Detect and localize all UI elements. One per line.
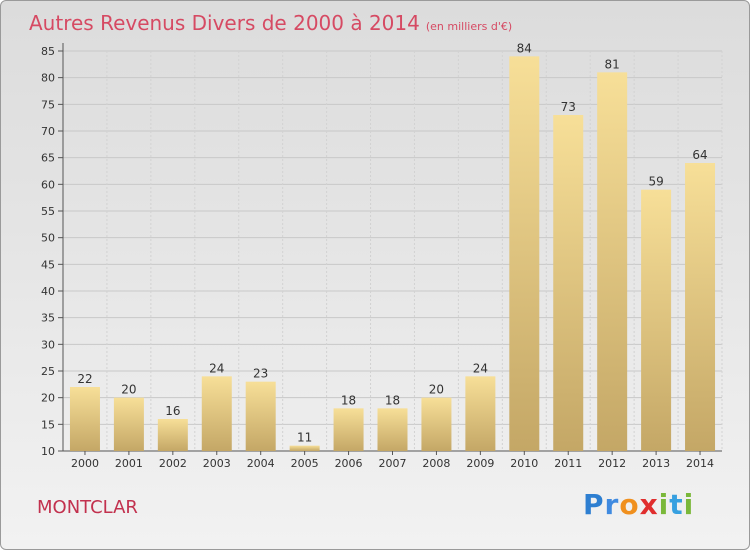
value-label-2004: 23 [253, 367, 268, 381]
bar-2006 [333, 408, 364, 451]
bar-2003 [201, 376, 232, 451]
x-tick-label-2006: 2006 [335, 457, 363, 470]
chart-title: Autres Revenus Divers de 2000 à 2014 (en … [29, 11, 512, 35]
y-tick-label: 15 [41, 418, 55, 431]
labels: 22 2000 20 2001 16 2002 24 2003 23 2004 11 2005 18 20… [71, 41, 714, 470]
x-tick-label-2008: 2008 [422, 457, 450, 470]
bar-2013 [641, 189, 672, 451]
bar-2004 [245, 381, 276, 451]
value-label-2003: 24 [209, 361, 224, 375]
x-tick-label-2011: 2011 [554, 457, 582, 470]
title-text: Autres Revenus Divers de 2000 à 2014 [29, 11, 420, 35]
value-label-2005: 11 [297, 431, 312, 445]
value-label-2011: 73 [561, 100, 576, 114]
value-label-2006: 18 [341, 393, 356, 407]
bar-2007 [377, 408, 408, 451]
logo-letter: x [639, 488, 659, 521]
x-tick-label-2004: 2004 [247, 457, 275, 470]
proxiti-logo: Proxiti [583, 488, 694, 521]
value-label-2001: 20 [121, 383, 136, 397]
bar-2002 [157, 419, 188, 451]
bar-2005 [289, 445, 320, 451]
logo-letter: i [658, 488, 670, 521]
y-tick-label: 40 [41, 285, 55, 298]
value-label-2010: 84 [517, 41, 532, 55]
bar-2011 [553, 115, 584, 451]
y-tick-label: 65 [41, 152, 55, 165]
value-label-2002: 16 [165, 404, 180, 418]
bar-2010 [509, 56, 540, 451]
y-tick-label: 60 [41, 178, 55, 191]
bar-2009 [465, 376, 496, 451]
x-tick-label-2000: 2000 [71, 457, 99, 470]
value-label-2013: 59 [648, 175, 663, 189]
y-tick-label: 25 [41, 365, 55, 378]
bar-2012 [597, 72, 628, 451]
bar-2014 [685, 163, 716, 451]
y-tick-label: 70 [41, 125, 55, 138]
logo-letter: t [669, 488, 684, 521]
value-label-2000: 22 [77, 372, 92, 386]
x-tick-label-2002: 2002 [159, 457, 187, 470]
y-tick-label: 45 [41, 258, 55, 271]
y-tick-label: 50 [41, 232, 55, 245]
x-tick-label-2007: 2007 [379, 457, 407, 470]
y-tick-label: 85 [41, 45, 55, 58]
x-tick-label-2010: 2010 [510, 457, 538, 470]
logo-letter: i [683, 488, 695, 521]
chart-subtitle: (en milliers d'€) [425, 20, 513, 33]
bar-2000 [69, 387, 100, 451]
axes: 10 15 20 25 30 35 40 45 50 55 60 65 70 75 80 85 [41, 43, 722, 458]
y-tick-label: 20 [41, 392, 55, 405]
logo-letter: r [604, 488, 620, 521]
x-tick-label-2009: 2009 [466, 457, 494, 470]
y-tick-label: 55 [41, 205, 55, 218]
logo-letter: P [583, 488, 605, 521]
logo-letter: o [619, 488, 640, 521]
value-label-2009: 24 [473, 361, 488, 375]
x-tick-label-2012: 2012 [598, 457, 626, 470]
value-label-2008: 20 [429, 383, 444, 397]
bar-2001 [113, 397, 144, 451]
value-label-2014: 64 [692, 148, 707, 162]
x-tick-label-2001: 2001 [115, 457, 143, 470]
value-label-2012: 81 [605, 57, 620, 71]
y-tick-label: 75 [41, 98, 55, 111]
value-label-2007: 18 [385, 393, 400, 407]
y-tick-label: 30 [41, 338, 55, 351]
bar-2008 [421, 397, 452, 451]
y-tick-label: 35 [41, 312, 55, 325]
x-tick-label-2014: 2014 [686, 457, 714, 470]
city-name: MONTCLAR [37, 497, 138, 518]
y-tick-label: 80 [41, 72, 55, 85]
x-tick-label-2003: 2003 [203, 457, 231, 470]
x-tick-label-2005: 2005 [291, 457, 319, 470]
bars [69, 56, 716, 451]
y-tick-label: 10 [41, 445, 55, 458]
x-tick-label-2013: 2013 [642, 457, 670, 470]
